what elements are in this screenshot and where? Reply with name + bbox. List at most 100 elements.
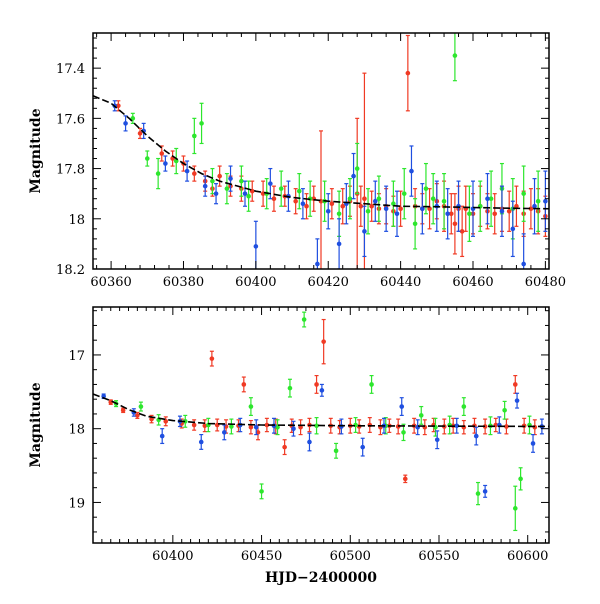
bottom-red-point [282, 439, 287, 456]
bottom-y-tick-label: 19 [68, 496, 85, 511]
top-green-point [144, 150, 150, 167]
bottom-red-point [163, 416, 169, 427]
top-green-point [155, 157, 161, 190]
top-blue-point [521, 233, 526, 269]
top-red-point [192, 165, 197, 182]
top-x-ticks: 60360 60380 60400 60420 60440 60460 60480 [90, 33, 566, 290]
top-blue-point [213, 183, 219, 205]
top-red-point [528, 188, 534, 230]
bottom-green-point [518, 467, 523, 491]
bottom-blue-point [291, 420, 296, 437]
top-blue-point [351, 152, 356, 200]
top-y-tick-label: 18.2 [56, 263, 85, 278]
top-series-blue [112, 100, 548, 269]
top-y-tick-label: 17.4 [56, 62, 85, 77]
top-blue-point [184, 160, 190, 182]
bottom-blue-point [454, 417, 460, 434]
top-green-point [430, 172, 436, 225]
bottom-green-point [333, 442, 339, 459]
bottom-series-red [108, 318, 538, 484]
top-red-point [463, 185, 469, 232]
top-green-point [535, 170, 541, 232]
top-blue-point [202, 175, 208, 197]
bottom-blue-point [415, 419, 421, 436]
top-green-point [521, 165, 526, 222]
bottom-blue-point [253, 419, 259, 436]
top-x-tick-label: 60460 [452, 275, 493, 290]
bottom-green-point [502, 400, 507, 420]
top-blue-point [123, 115, 128, 132]
top-green-point [354, 142, 360, 195]
bottom-red-point [314, 374, 319, 394]
bottom-x-axis-title: HJD−2400000 [265, 570, 377, 586]
bottom-x-tick-label: 60400 [152, 549, 193, 564]
top-y-axis-title: Magnitude [28, 108, 44, 193]
top-green-point [365, 188, 371, 235]
bottom-x-ticks: 60400 60450 60500 60550 60600 [92, 307, 548, 564]
top-blue-point [228, 165, 233, 192]
bottom-blue-point [198, 433, 204, 450]
top-red-point [358, 185, 364, 227]
top-blue-point [445, 188, 450, 240]
bottom-green-point [475, 481, 481, 506]
bottom-red-point [248, 419, 254, 435]
bottom-red-point [209, 350, 215, 367]
bottom-blue-point [473, 426, 479, 446]
bottom-y-axis-title: Magnitude [28, 382, 44, 467]
bottom-blue-point [319, 383, 325, 397]
top-blue-point [499, 185, 505, 237]
top-y-ticks: 17.4 17.6 17.8 18 18.2 [56, 37, 549, 278]
top-plot-area [93, 33, 549, 269]
top-red-point [492, 193, 498, 235]
top-green-point [347, 178, 353, 220]
top-x-tick-label: 60420 [308, 275, 349, 290]
top-blue-point [300, 188, 306, 220]
top-blue-point [372, 180, 378, 222]
top-red-point [304, 193, 309, 220]
top-red-point [427, 188, 432, 230]
bottom-x-tick-label: 60450 [241, 549, 282, 564]
top-x-tick-label: 60380 [163, 275, 204, 290]
bottom-y-tick-label: 17 [68, 349, 85, 364]
top-green-point [246, 180, 251, 212]
top-x-tick-label: 60400 [235, 275, 276, 290]
top-red-point [405, 34, 411, 112]
top-blue-point [325, 193, 331, 230]
bottom-green-point [275, 419, 280, 436]
top-red-point [271, 185, 277, 212]
top-red-point [452, 193, 458, 255]
bottom-x-tick-label: 60500 [330, 549, 371, 564]
top-red-point [448, 193, 454, 235]
top-y-tick-label: 17.6 [56, 112, 85, 127]
top-red-point [506, 190, 512, 232]
top-y-tick-label: 18 [68, 213, 85, 228]
bottom-red-point [264, 417, 270, 433]
bottom-x-tick-label: 60600 [507, 549, 548, 564]
top-green-point [278, 170, 284, 207]
bottom-blue-point [399, 397, 405, 417]
top-red-point [514, 185, 519, 227]
bottom-green-point [314, 417, 319, 435]
top-x-tick-label: 60480 [525, 275, 566, 290]
bottom-red-point [321, 318, 326, 365]
bottom-blue-point [514, 392, 520, 409]
top-blue-point [510, 200, 516, 258]
bottom-green-point [301, 311, 307, 328]
top-red-point [159, 145, 165, 162]
bottom-green-point [418, 405, 424, 425]
top-green-point [239, 165, 244, 197]
top-green-point [441, 172, 447, 230]
bottom-x-tick-label: 60550 [418, 549, 459, 564]
top-green-point [224, 172, 230, 205]
top-red-point [116, 100, 121, 112]
bottom-green-point [229, 418, 234, 435]
bottom-green-point [287, 378, 293, 398]
top-green-point [401, 167, 407, 220]
top-blue-point [336, 218, 342, 269]
bottom-y-tick-label: 18 [68, 423, 85, 438]
top-red-point [293, 188, 298, 215]
top-red-point [369, 190, 374, 222]
top-x-tick-label: 60440 [380, 275, 421, 290]
bottom-panel-frame [92, 306, 550, 544]
